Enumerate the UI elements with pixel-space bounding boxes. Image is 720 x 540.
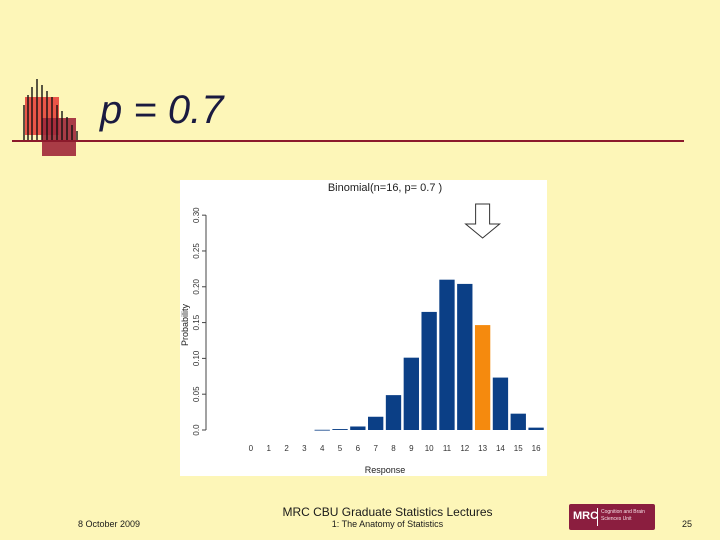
x-axis-label: Response: [365, 465, 406, 475]
x-tick-label-11: 11: [443, 444, 452, 453]
logo-lines-icon: [23, 79, 78, 141]
x-tick-label-10: 10: [425, 444, 434, 453]
slide-title: p = 0.7: [100, 88, 224, 132]
y-tick-label: 0.25: [192, 243, 201, 259]
bar-9: [403, 357, 419, 430]
bar-15: [510, 413, 526, 430]
x-tick-label-15: 15: [514, 444, 523, 453]
x-tick-label-6: 6: [356, 444, 361, 453]
page-number: 25: [682, 519, 693, 529]
bars: [314, 279, 544, 431]
mrc-logo-subtitle: Cognition and Brain Sciences Unit: [601, 509, 645, 522]
bar-12: [457, 283, 473, 430]
mrc-logo-word: MRC: [573, 510, 599, 522]
x-tick-label-13: 13: [478, 444, 487, 453]
bar-13: [474, 325, 491, 430]
bar-6: [350, 426, 366, 430]
binomial-bar-chart: Binomial(n=16, p= 0.7 ) 0.00.050.100.150…: [180, 182, 544, 475]
x-tick-label-9: 9: [409, 444, 414, 453]
footer-date: 8 October 2009: [78, 519, 141, 529]
x-tick-labels: 0 1 2 3 4 5 6 7 8 9 10 11 12 13 14 15 16: [249, 444, 541, 453]
x-tick-label-0: 0: [249, 444, 254, 453]
x-tick-label-5: 5: [338, 444, 343, 453]
bar-8: [385, 395, 402, 430]
bar-11: [439, 279, 455, 430]
x-tick-label-12: 12: [460, 444, 469, 453]
footer-lecture-series: MRC CBU Graduate Statistics Lectures: [282, 505, 493, 519]
y-tick-label: 0.30: [192, 207, 201, 223]
chart-panel: Binomial(n=16, p= 0.7 ) 0.0 0.05 0.10 0.15 0…: [180, 180, 547, 476]
x-tick-label-8: 8: [391, 444, 396, 453]
bar-10: [421, 311, 437, 430]
x-tick-label-7: 7: [373, 444, 378, 453]
title-block: p = 0.7: [0, 0, 720, 160]
down-arrow-icon: [464, 203, 502, 239]
y-tick-label: 0.15: [192, 314, 201, 330]
footer-lecture-title: 1: The Anatomy of Statistics: [331, 519, 444, 529]
x-tick-label-14: 14: [496, 444, 505, 453]
mrc-logo: MRC Cognition and Brain Sciences Unit: [569, 504, 655, 530]
x-tick-label-1: 1: [267, 444, 272, 453]
x-tick-label-3: 3: [302, 444, 307, 453]
y-tick-label: 0.05: [192, 386, 201, 402]
y-tick-label: 0.20: [192, 278, 201, 294]
x-tick-label-16: 16: [532, 444, 541, 453]
y-axis: 0.0 0.05 0.10 0.15 0.20 0.25 0.30: [192, 207, 207, 436]
y-axis-label: Probability: [180, 303, 190, 346]
bar-16: [528, 427, 544, 430]
bar-7: [368, 416, 384, 430]
y-tick-label: 0.10: [192, 350, 201, 366]
x-tick-label-4: 4: [320, 444, 325, 453]
bar-5: [332, 429, 348, 430]
chart-title: Binomial(n=16, p= 0.7 ): [328, 182, 442, 194]
title-rule: [12, 140, 684, 142]
y-tick-label: 0.0: [192, 424, 201, 436]
x-tick-label-2: 2: [284, 444, 289, 453]
bar-14: [492, 377, 509, 430]
mrc-logo-divider: [597, 508, 598, 526]
bar-4: [314, 429, 330, 431]
